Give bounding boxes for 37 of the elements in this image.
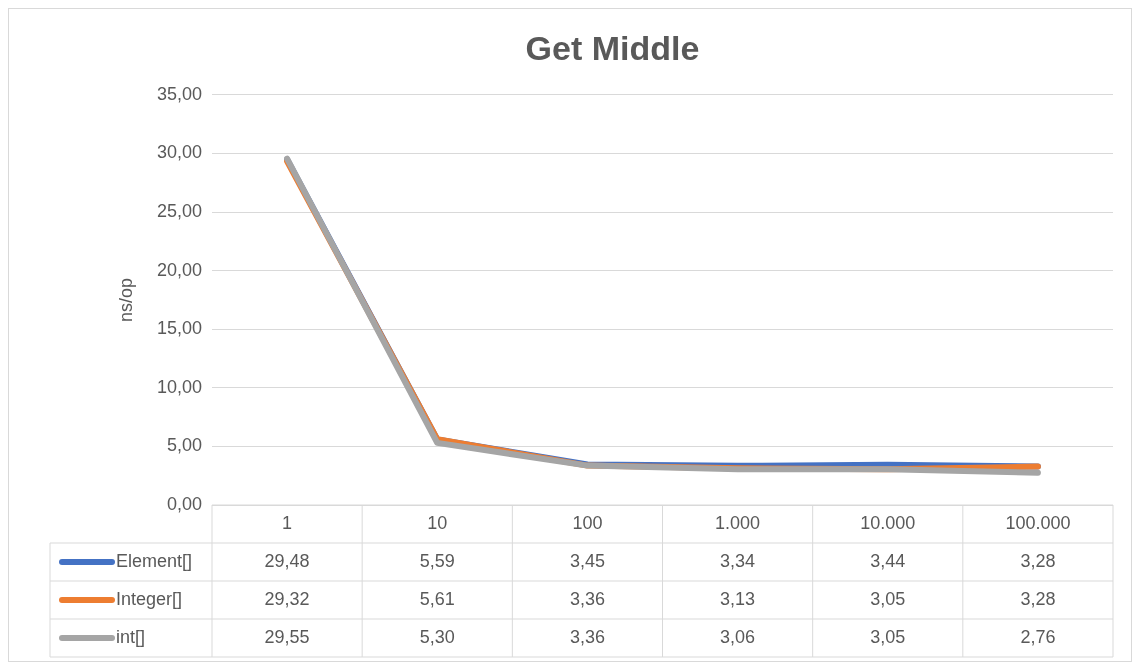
data-label: 3,13 [720, 588, 756, 609]
data-label: 29,48 [264, 550, 310, 571]
y-tick-label: 35,00 [156, 83, 202, 104]
x-tick-label: 1.000 [715, 512, 761, 533]
chart-title: Get Middle [525, 28, 700, 67]
data-label: 29,55 [264, 626, 310, 647]
legend-label: Integer[] [116, 588, 183, 609]
data-label: 3,28 [1020, 588, 1056, 609]
data-label: 5,61 [419, 588, 455, 609]
x-tick-label: 10.000 [860, 512, 916, 533]
y-tick-label: 15,00 [156, 318, 202, 339]
y-tick-label: 20,00 [156, 259, 202, 280]
data-label: 3,36 [569, 626, 605, 647]
data-label: 3,05 [870, 588, 906, 609]
x-tick-label: 100.000 [1005, 512, 1071, 533]
data-label: 5,59 [419, 550, 455, 571]
y-tick-label: 25,00 [156, 200, 202, 221]
x-tick-label: 10 [427, 512, 448, 533]
y-tick-label: 0,00 [166, 493, 202, 514]
x-tick-label: 100 [572, 512, 603, 533]
y-axis-title: ns/op [115, 277, 136, 322]
data-label: 3,34 [720, 550, 756, 571]
data-label: 3,44 [870, 550, 906, 571]
y-tick-label: 30,00 [156, 142, 202, 163]
data-label: 3,05 [870, 626, 906, 647]
legend-label: Element[] [116, 550, 193, 571]
data-label: 3,45 [569, 550, 605, 571]
legend-label: int[] [116, 626, 146, 647]
data-label: 29,32 [264, 588, 310, 609]
data-label: 2,76 [1020, 626, 1056, 647]
x-tick-label: 1 [282, 512, 293, 533]
data-label: 3,28 [1020, 550, 1056, 571]
data-label: 3,06 [720, 626, 756, 647]
data-label: 5,30 [419, 626, 455, 647]
y-tick-label: 10,00 [156, 376, 202, 397]
y-tick-label: 5,00 [166, 435, 202, 456]
data-label: 3,36 [569, 588, 605, 609]
